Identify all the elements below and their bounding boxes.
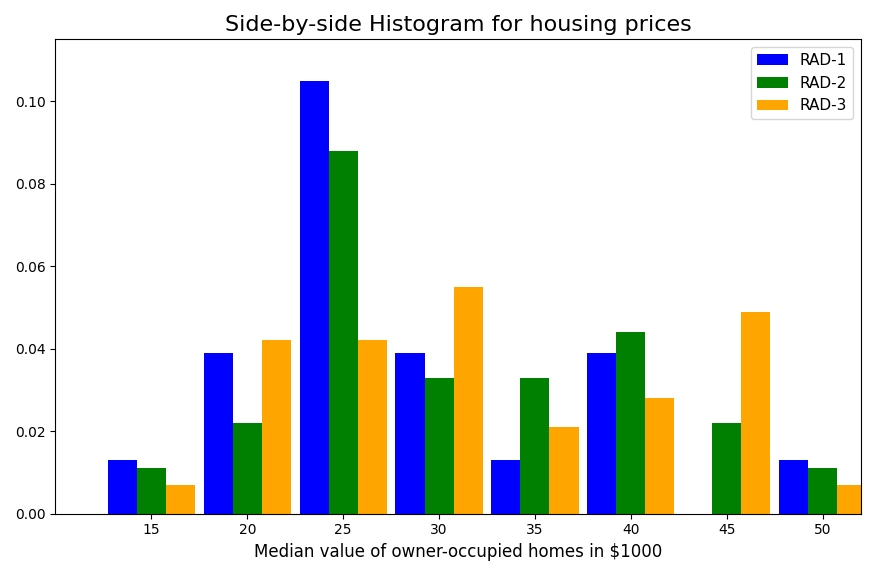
Bar xyxy=(491,460,520,514)
Bar xyxy=(646,398,675,514)
Bar xyxy=(108,460,137,514)
X-axis label: Median value of owner-occupied homes in $1000: Median value of owner-occupied homes in … xyxy=(254,543,662,561)
Bar xyxy=(233,423,262,514)
Bar xyxy=(549,427,578,514)
Bar xyxy=(741,312,770,514)
Bar xyxy=(454,287,483,514)
Bar xyxy=(300,81,328,514)
Bar xyxy=(137,468,166,514)
Bar xyxy=(520,378,549,514)
Bar xyxy=(587,353,617,514)
Bar xyxy=(712,423,741,514)
Bar xyxy=(262,340,291,514)
Title: Side-by-side Histogram for housing prices: Side-by-side Histogram for housing price… xyxy=(225,15,692,35)
Legend: RAD-1, RAD-2, RAD-3: RAD-1, RAD-2, RAD-3 xyxy=(751,47,853,119)
Bar xyxy=(357,340,386,514)
Bar xyxy=(809,468,837,514)
Bar xyxy=(328,151,357,514)
Bar xyxy=(204,353,233,514)
Bar xyxy=(425,378,454,514)
Bar xyxy=(837,485,866,514)
Bar xyxy=(395,353,425,514)
Bar xyxy=(617,332,646,514)
Bar xyxy=(779,460,809,514)
Bar xyxy=(166,485,195,514)
